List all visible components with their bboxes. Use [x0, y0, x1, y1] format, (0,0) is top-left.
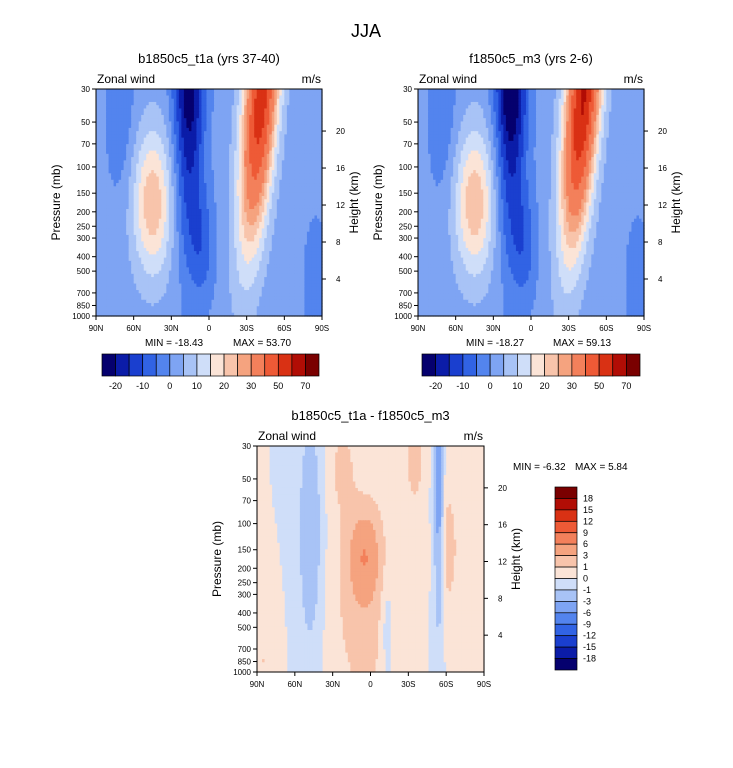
contour-field [96, 89, 323, 317]
figure-title: JJA [351, 21, 381, 41]
panel-control-run: b1850c5_t1a (yrs 37-40)Zonal wind m/s3050… [49, 51, 361, 391]
figure-canvas: JJA b1850c5_t1a (yrs 37-40)Zonal wind m/s… [0, 0, 733, 768]
